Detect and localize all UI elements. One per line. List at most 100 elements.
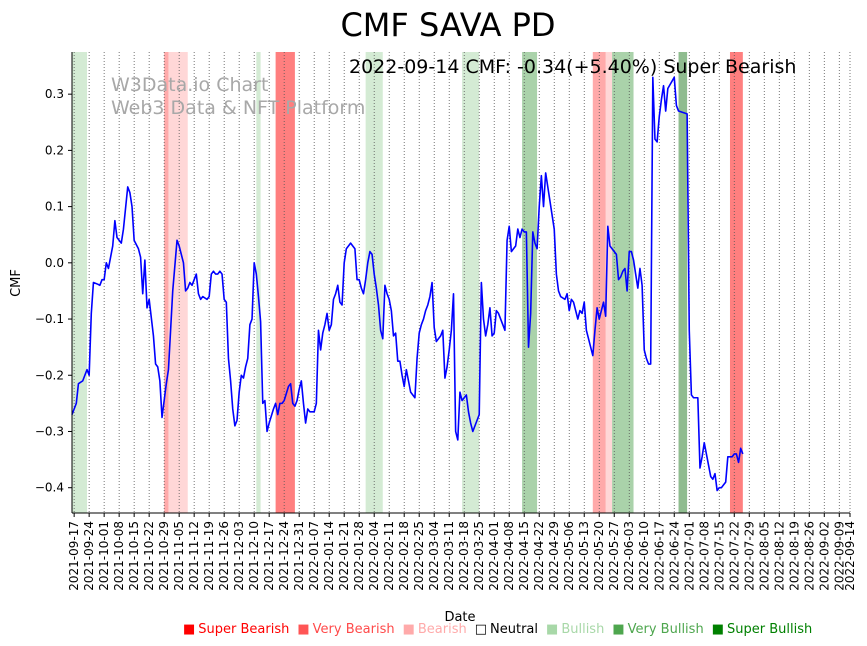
x-tick-label: 2022-01-07 bbox=[307, 521, 321, 591]
y-tick-label: −0.2 bbox=[35, 368, 64, 382]
series-layer bbox=[71, 76, 744, 492]
legend: ■ Super Bearish ■ Very Bearish ■ Bearish □ Neut… bbox=[183, 620, 820, 638]
y-tick-label: −0.1 bbox=[35, 312, 64, 326]
y-tick-label: 0.3 bbox=[45, 87, 64, 101]
legend-swatch: ■ bbox=[711, 621, 724, 637]
x-tick-label: 2022-04-29 bbox=[547, 521, 561, 591]
signal-band-very-bullish bbox=[522, 52, 538, 513]
y-axis-label: CMF bbox=[9, 269, 24, 297]
legend-label: Very Bearish bbox=[312, 621, 395, 637]
legend-label: Bullish bbox=[561, 621, 605, 637]
x-tick-label: 2022-01-14 bbox=[322, 521, 336, 591]
x-tick-label: 2022-02-11 bbox=[382, 521, 396, 591]
legend-label: Neutral bbox=[490, 621, 539, 637]
legend-swatch: ■ bbox=[297, 621, 310, 637]
x-tick-label: 2022-02-18 bbox=[397, 521, 411, 591]
x-tick-label: 2022-01-28 bbox=[352, 521, 366, 591]
legend-swatch: ■ bbox=[612, 621, 625, 637]
x-tick-label: 2021-10-01 bbox=[97, 521, 111, 591]
x-tick-label: 2022-06-03 bbox=[622, 521, 636, 591]
signal-band-bearish bbox=[168, 52, 188, 513]
watermark-line-1: W3Data.io Chart bbox=[111, 74, 268, 96]
x-tick-label: 2022-07-29 bbox=[742, 521, 756, 591]
x-tick-label: 2021-12-31 bbox=[292, 521, 306, 591]
x-axis-label: Date bbox=[444, 610, 475, 625]
x-tick-label: 2022-05-20 bbox=[592, 521, 606, 591]
vertical-gridlines bbox=[73, 52, 851, 513]
legend-item-bullish: ■ Bullish bbox=[546, 622, 604, 637]
x-tick-label: 2022-03-18 bbox=[457, 521, 471, 591]
x-tick-label: 2021-10-15 bbox=[127, 521, 141, 591]
x-tick-label: 2022-02-25 bbox=[412, 521, 426, 591]
legend-item-very-bearish: ■ Very Bearish bbox=[297, 622, 394, 637]
x-tick-label: 2022-09-02 bbox=[817, 521, 831, 591]
cmf-line bbox=[71, 76, 744, 492]
x-tick-label: 2022-04-22 bbox=[532, 521, 546, 591]
x-tick-label: 2022-06-10 bbox=[637, 521, 651, 591]
x-tick-label: 2022-01-21 bbox=[337, 521, 351, 591]
signal-band-bullish bbox=[462, 52, 480, 513]
y-axis-ticks: −0.4 −0.3 −0.2 −0.1 0.0 0.1 0.2 0.3 bbox=[35, 87, 72, 495]
x-axis-ticks: 2021-09-17 2021-09-24 2021-10-01 2021-10-08… bbox=[67, 513, 857, 591]
x-tick-label: 2021-11-12 bbox=[187, 521, 201, 591]
x-tick-label: 2022-05-06 bbox=[562, 521, 576, 591]
y-tick-label: 0.2 bbox=[45, 143, 64, 157]
legend-item-very-bullish: ■ Very Bullish bbox=[612, 622, 703, 637]
legend-item-super-bearish: ■ Super Bearish bbox=[183, 622, 289, 637]
x-tick-label: 2021-11-26 bbox=[217, 521, 231, 591]
x-tick-label: 2021-12-10 bbox=[247, 521, 261, 591]
x-tick-label: 2022-07-22 bbox=[727, 521, 741, 591]
x-tick-label: 2022-09-14 bbox=[843, 521, 857, 591]
legend-swatch: ■ bbox=[546, 621, 559, 637]
legend-item-super-bullish: ■ Super Bullish bbox=[712, 622, 813, 637]
legend-label: Super Bearish bbox=[198, 621, 290, 637]
signal-band-super-bearish bbox=[275, 52, 295, 513]
x-tick-label: 2022-03-04 bbox=[427, 521, 441, 591]
signal-band-bullish bbox=[256, 52, 261, 513]
x-tick-label: 2021-10-08 bbox=[112, 521, 126, 591]
signal-band-very-bearish bbox=[164, 52, 169, 513]
x-tick-label: 2021-09-17 bbox=[67, 521, 81, 591]
x-tick-label: 2021-11-05 bbox=[172, 521, 186, 591]
x-tick-label: 2022-08-05 bbox=[757, 521, 771, 591]
x-tick-label: 2021-12-24 bbox=[277, 521, 291, 591]
x-tick-label: 2022-08-26 bbox=[802, 521, 816, 591]
x-tick-label: 2022-04-08 bbox=[502, 521, 516, 591]
x-tick-label: 2021-10-29 bbox=[157, 521, 171, 591]
x-tick-label: 2022-03-11 bbox=[442, 521, 456, 591]
signal-bands bbox=[72, 52, 743, 513]
x-tick-label: 2022-07-15 bbox=[712, 521, 726, 591]
y-tick-label: 0.0 bbox=[45, 256, 64, 270]
legend-swatch: □ bbox=[474, 621, 488, 637]
x-tick-label: 2021-11-19 bbox=[202, 521, 216, 591]
x-tick-label: 2022-03-25 bbox=[472, 521, 486, 591]
y-tick-label: −0.3 bbox=[35, 424, 64, 438]
x-tick-label: 2022-04-01 bbox=[487, 521, 501, 591]
legend-swatch: ■ bbox=[183, 621, 196, 637]
y-tick-label: −0.4 bbox=[35, 481, 64, 495]
x-tick-label: 2021-12-03 bbox=[232, 521, 246, 591]
x-tick-label: 2022-08-12 bbox=[772, 521, 786, 591]
legend-item-neutral: □ Neutral bbox=[475, 622, 538, 637]
x-tick-label: 2022-04-15 bbox=[517, 521, 531, 591]
x-tick-label: 2022-08-19 bbox=[787, 521, 801, 591]
x-tick-label: 2022-07-08 bbox=[697, 521, 711, 591]
x-tick-label: 2022-07-01 bbox=[682, 521, 696, 591]
signal-band-very-bullish bbox=[612, 52, 619, 513]
x-tick-label: 2022-02-04 bbox=[367, 521, 381, 591]
watermark-line-2: Web3 Data & NFT Platform bbox=[111, 97, 365, 119]
x-tick-label: 2022-05-27 bbox=[607, 521, 621, 591]
signal-band-bullish bbox=[365, 52, 383, 513]
signal-band-bullish bbox=[72, 52, 88, 513]
signal-band-very-bearish bbox=[592, 52, 606, 513]
x-tick-label: 2021-12-17 bbox=[262, 521, 276, 591]
signal-band-super-bearish bbox=[729, 52, 743, 513]
legend-label: Bearish bbox=[417, 621, 467, 637]
signal-band-bearish bbox=[605, 52, 613, 513]
x-tick-label: 2021-09-24 bbox=[82, 521, 96, 591]
legend-label: Very Bullish bbox=[627, 621, 704, 637]
legend-item-bearish: ■ Bearish bbox=[403, 622, 467, 637]
legend-label: Super Bullish bbox=[726, 621, 813, 637]
x-tick-label: 2021-10-22 bbox=[142, 521, 156, 591]
